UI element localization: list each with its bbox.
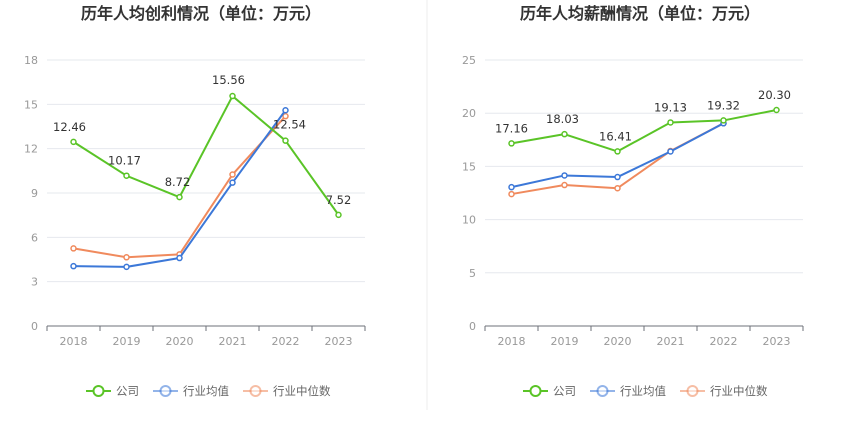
data-label: 18.03	[546, 112, 579, 126]
y-tick-label: 15	[24, 98, 38, 111]
data-point-company	[561, 130, 568, 138]
y-tick-label: 15	[462, 160, 476, 173]
data-point-company	[176, 193, 183, 201]
data-point-industry_median	[282, 112, 289, 120]
data-point-company	[667, 119, 674, 126]
legend-label: 行业均值	[183, 384, 229, 398]
legend-marker	[686, 385, 699, 397]
x-tick-label: 2022	[710, 335, 738, 348]
x-tick-label: 2019	[551, 335, 579, 348]
data-point-company	[508, 140, 515, 147]
data-point-industry_avg	[508, 183, 515, 191]
y-tick-label: 12	[24, 143, 38, 156]
y-tick-label: 20	[462, 107, 476, 120]
x-tick-label: 2020	[166, 335, 194, 348]
data-point-industry_avg	[229, 179, 236, 186]
legend-label: 公司	[553, 384, 576, 398]
data-point-company	[335, 211, 342, 219]
data-point-industry_median	[229, 171, 236, 178]
legend-marker	[249, 385, 262, 397]
x-tick-label: 2021	[219, 335, 247, 348]
x-tick-label: 2018	[60, 335, 88, 348]
data-label: 12.54	[273, 118, 306, 132]
salary-per-capita-chart: 历年人均薪酬情况（单位：万元） 0 5 10 15 20 25 2018 2019 2020 202…	[462, 4, 804, 398]
legend-label: 公司	[116, 384, 139, 398]
x-tick-label: 2021	[657, 335, 685, 348]
chart-title: 历年人均创利情况（单位：万元）	[81, 4, 321, 23]
y-tick-label: 25	[462, 54, 476, 67]
data-point-industry_median	[70, 245, 77, 252]
legend-item-industry_median[interactable]: 行业中位数	[243, 384, 331, 398]
legend-label: 行业中位数	[710, 384, 768, 398]
data-point-company	[282, 137, 289, 144]
data-point-company	[614, 148, 621, 155]
chart-title: 历年人均薪酬情况（单位：万元）	[520, 4, 760, 23]
data-point-company	[720, 117, 727, 124]
data-point-industry_median	[614, 184, 621, 192]
legend-marker	[596, 385, 609, 397]
data-point-company	[229, 92, 236, 100]
data-label: 7.52	[326, 193, 352, 207]
x-tick-label: 2018	[498, 335, 526, 348]
y-tick-label: 10	[462, 214, 476, 227]
data-label: 10.17	[108, 154, 141, 168]
legend-label: 行业中位数	[273, 384, 331, 398]
y-tick-label: 3	[31, 276, 38, 289]
data-label: 20.30	[758, 88, 791, 102]
legend-label: 行业均值	[620, 384, 666, 398]
legend-item-company[interactable]: 公司	[523, 384, 576, 398]
x-tick-label: 2023	[763, 335, 791, 348]
legend-item-industry_avg[interactable]: 行业均值	[153, 384, 229, 398]
data-label: 12.46	[53, 120, 86, 134]
data-label: 19.32	[707, 98, 740, 112]
x-tick-label: 2022	[272, 335, 300, 348]
data-point-industry_avg	[176, 254, 183, 262]
data-point-industry_median	[123, 254, 130, 261]
y-tick-label: 9	[31, 187, 38, 200]
legend-marker	[529, 385, 542, 397]
legend-item-company[interactable]: 公司	[86, 384, 139, 398]
data-point-industry_avg	[282, 106, 289, 114]
data-point-industry_median	[561, 181, 568, 189]
data-point-industry_avg	[123, 263, 130, 271]
legend-marker	[159, 385, 172, 397]
data-point-company	[70, 138, 77, 146]
data-point-company	[123, 172, 130, 179]
y-tick-label: 18	[24, 54, 38, 67]
x-tick-label: 2019	[113, 335, 141, 348]
data-point-industry_avg	[561, 172, 568, 179]
profit-per-capita-chart: 历年人均创利情况（单位：万元） 0 3 6 9 12 15 18 2018 2019 2020 202…	[24, 4, 366, 398]
data-label: 17.16	[495, 121, 528, 135]
legend-item-industry_avg[interactable]: 行业均值	[590, 384, 666, 398]
y-tick-label: 5	[469, 267, 476, 280]
data-point-company	[773, 106, 780, 114]
series-line-company	[511, 109, 777, 153]
data-label: 16.41	[599, 129, 632, 143]
data-label: 19.13	[654, 100, 687, 114]
x-tick-label: 2023	[325, 335, 353, 348]
data-label: 15.56	[212, 73, 245, 87]
data-point-industry_avg	[614, 173, 621, 181]
data-label: 8.72	[165, 175, 191, 189]
data-point-industry_avg	[70, 262, 77, 270]
data-point-industry_avg	[667, 148, 674, 155]
legend-marker	[92, 385, 105, 397]
legend-item-industry_median[interactable]: 行业中位数	[680, 384, 768, 398]
data-point-industry_median	[508, 190, 515, 198]
series-line-company	[72, 95, 340, 216]
x-tick-label: 2020	[604, 335, 632, 348]
y-tick-label: 6	[31, 231, 38, 244]
y-tick-label: 0	[31, 320, 38, 333]
y-tick-label: 0	[469, 320, 476, 333]
